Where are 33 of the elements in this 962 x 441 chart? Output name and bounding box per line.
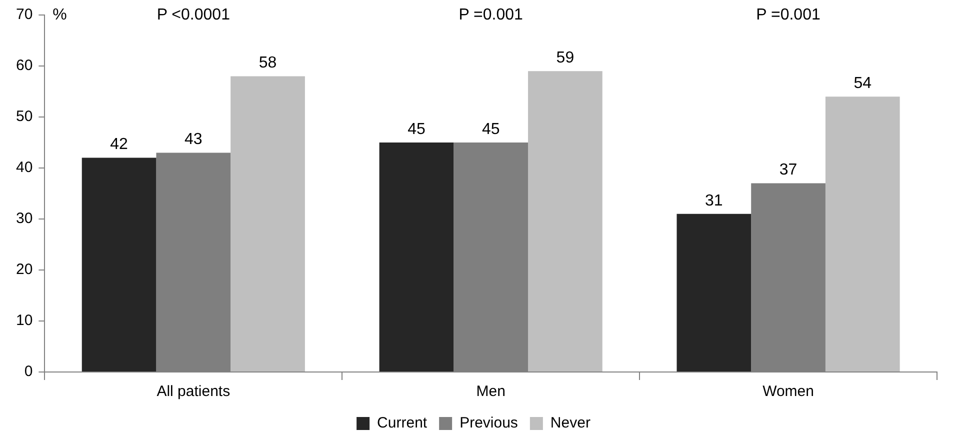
data-label: 42	[110, 136, 128, 154]
data-label: 58	[258, 54, 277, 72]
y-axis-title: %	[52, 6, 67, 24]
bar	[379, 142, 454, 372]
y-tick-label: 50	[16, 108, 33, 126]
data-label: 45	[408, 120, 426, 138]
y-tick-label: 60	[16, 57, 33, 74]
x-tick-label: All patients	[156, 383, 230, 400]
y-tick-label: 30	[16, 210, 33, 228]
legend-label: Current	[377, 414, 428, 432]
y-tick-label: 40	[16, 159, 33, 176]
annotation: P =0.001	[756, 6, 820, 24]
legend-label: Never	[550, 414, 590, 432]
annotation: P <0.0001	[156, 6, 230, 24]
data-label: 37	[779, 162, 798, 179]
bar	[230, 76, 305, 372]
bar	[676, 214, 752, 372]
data-label: 59	[556, 50, 574, 67]
data-label: 45	[482, 120, 500, 138]
annotation: P =0.001	[458, 6, 524, 24]
bar	[528, 71, 602, 372]
data-label: 31	[705, 192, 723, 210]
data-label: 43	[184, 131, 202, 148]
y-tick-label: 70	[16, 6, 33, 24]
y-tick-label: 0	[24, 363, 33, 380]
y-tick-label: 10	[16, 312, 33, 330]
data-label: 54	[854, 75, 872, 92]
bar	[82, 158, 156, 372]
legend-label: Previous	[460, 414, 518, 432]
x-tick-label: Women	[762, 383, 814, 400]
bar	[825, 96, 900, 372]
y-tick-label: 20	[16, 261, 33, 278]
x-tick-label: Men	[476, 383, 506, 400]
